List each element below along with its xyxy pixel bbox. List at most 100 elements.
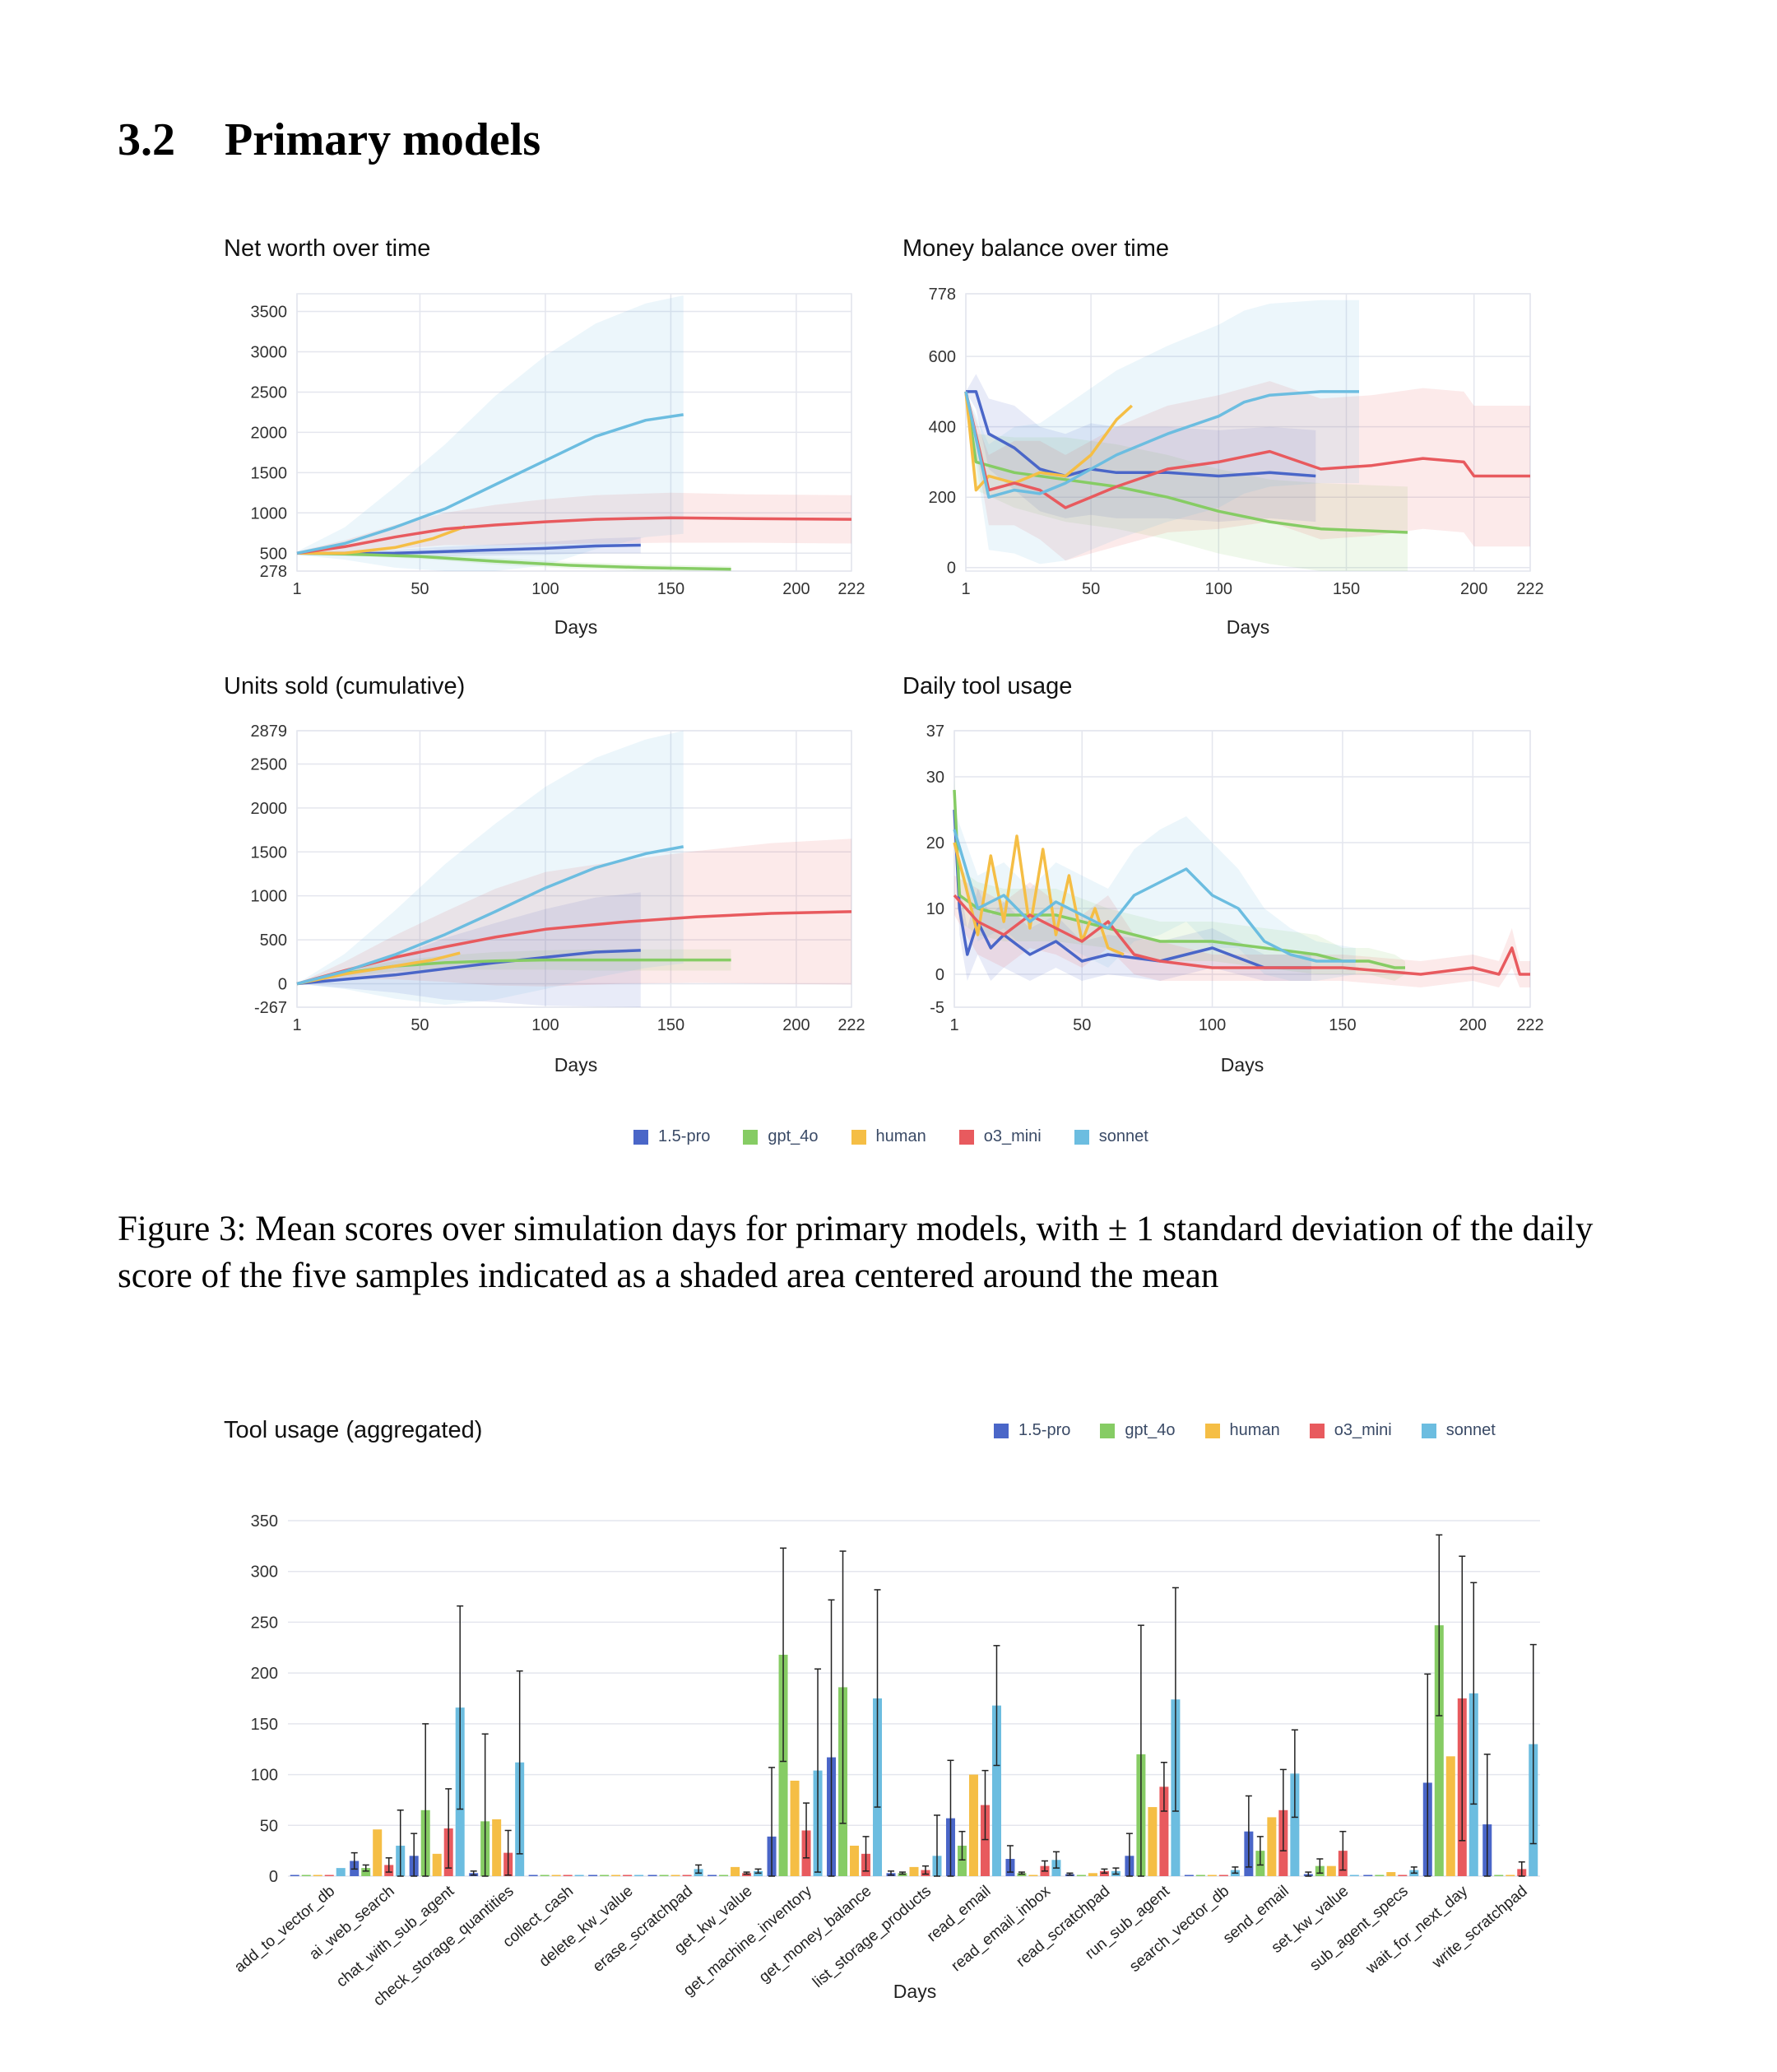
section-title: Primary models — [225, 114, 541, 165]
std-band-gpt_4o — [297, 949, 731, 984]
y-tick-label: 10 — [926, 900, 944, 918]
y-tick-label: 2500 — [251, 383, 288, 402]
bar-o3_mini — [980, 1805, 990, 1876]
category-label: get_money_balance — [756, 1883, 875, 1986]
bar-o3_mini — [563, 1875, 573, 1876]
category-label: sub_agent_specs — [1306, 1883, 1412, 1975]
bar-gpt_4o — [778, 1654, 788, 1876]
legend-swatch — [1421, 1423, 1436, 1438]
y-tick-label: 300 — [251, 1563, 278, 1582]
bar-1.5-pro — [528, 1875, 538, 1876]
x-tick-label: 150 — [657, 580, 684, 598]
std-band-1.5-pro — [297, 537, 641, 557]
bar-o3_mini — [623, 1875, 633, 1876]
legend-label: gpt_4o — [1125, 1421, 1176, 1439]
y-tick-label: 600 — [929, 348, 956, 366]
legend-swatch — [994, 1423, 1009, 1438]
y-tick-label: 0 — [269, 1868, 278, 1886]
bar-human — [551, 1875, 561, 1876]
legend-swatch — [958, 1129, 974, 1145]
bar-o3_mini — [1398, 1875, 1408, 1876]
y-tick-label: 778 — [929, 286, 956, 304]
legend-label: sonnet — [1445, 1421, 1496, 1439]
x-tick-label: 100 — [531, 1016, 559, 1034]
bar-1.5-pro — [290, 1875, 299, 1876]
y-tick-label: 3000 — [251, 343, 288, 361]
legend-label: human — [875, 1127, 926, 1145]
x-axis-label: Days — [554, 616, 597, 638]
series-line-human — [964, 391, 1133, 492]
y-tick-label: 2500 — [251, 755, 288, 774]
series-line-o3_mini — [296, 516, 852, 555]
bar-1.5-pro — [1184, 1875, 1194, 1876]
series-line-1.5-pro — [296, 949, 641, 986]
y-tick-label: 350 — [251, 1512, 278, 1531]
legend-item-o3-mini: o3_mini — [958, 1127, 1042, 1146]
x-tick-label: 1 — [961, 580, 970, 598]
chart-title-net-worth: Net worth over time — [224, 235, 431, 262]
y-tick-label: 100 — [251, 1767, 278, 1785]
y-tick-label: 20 — [926, 834, 944, 852]
bar-gpt_4o — [540, 1875, 550, 1876]
bar-sonnet — [634, 1875, 644, 1876]
bar-human — [373, 1829, 383, 1876]
bar-human — [1445, 1756, 1455, 1876]
bar-sonnet — [574, 1875, 584, 1876]
category-label: search_vector_db — [1126, 1883, 1232, 1976]
y-tick-label: 278 — [260, 563, 287, 581]
section-heading: 3.2 Primary models — [118, 114, 541, 166]
series-line-sonnet — [964, 390, 1359, 499]
bar-human — [968, 1774, 978, 1876]
legend-swatch — [1074, 1129, 1089, 1145]
bar-human — [1267, 1817, 1277, 1876]
legend-label: o3_mini — [983, 1127, 1042, 1145]
legend-swatch — [743, 1129, 759, 1145]
y-tick-label: 1000 — [251, 888, 288, 906]
series-line-gpt_4o — [964, 391, 1408, 534]
y-tick-label: 2000 — [251, 424, 288, 442]
y-tick-label: 500 — [260, 545, 287, 563]
category-label: read_email_inbox — [949, 1882, 1055, 1975]
y-tick-label: 37 — [926, 722, 944, 741]
x-axis-label: Days — [893, 1981, 936, 2002]
plot-frame — [296, 293, 852, 572]
legend-swatch — [1204, 1423, 1220, 1438]
series-line-human — [296, 951, 461, 986]
bar-gpt_4o — [1434, 1625, 1444, 1876]
legend-swatch — [851, 1129, 866, 1145]
legend-label: 1.5-pro — [1018, 1421, 1071, 1439]
y-tick-label: 400 — [929, 419, 956, 437]
series-line-sonnet — [953, 829, 1356, 963]
bar-human — [670, 1875, 680, 1876]
y-tick-label: 1500 — [251, 843, 288, 862]
bar-gpt_4o — [1195, 1875, 1205, 1876]
chart-title-daily-tool-usage: Daily tool usage — [902, 673, 1073, 699]
bar-gpt_4o — [1375, 1875, 1385, 1876]
bar-sonnet — [336, 1868, 346, 1876]
bar-human — [1207, 1875, 1217, 1876]
legend-item-gpt-4o: gpt_4o — [1100, 1421, 1176, 1440]
bar-human — [1028, 1875, 1038, 1876]
category-label: wait_for_next_day — [1362, 1882, 1472, 1977]
bar-o3_mini — [324, 1875, 334, 1876]
y-tick-label: 50 — [260, 1817, 278, 1835]
x-tick-label: 100 — [1199, 1016, 1226, 1034]
x-tick-label: 1 — [949, 1016, 958, 1034]
x-tick-label: 200 — [782, 580, 810, 598]
y-tick-label: 2000 — [251, 800, 288, 818]
figure-legend: 1.5-pro gpt_4o human o3_mini sonnet — [633, 1127, 1148, 1146]
bar-human — [1386, 1872, 1396, 1876]
legend-item-o3-mini: o3_mini — [1309, 1421, 1392, 1440]
x-tick-label: 222 — [1516, 1016, 1543, 1034]
chart-title-tool-usage-aggregated: Tool usage (aggregated) — [224, 1417, 483, 1443]
legend-swatch — [633, 1129, 648, 1145]
legend-label: human — [1229, 1421, 1280, 1439]
bar-gpt_4o — [600, 1875, 610, 1876]
y-tick-label: 1500 — [251, 464, 288, 482]
bar-o3_mini — [682, 1875, 692, 1876]
bar-o3_mini — [1159, 1786, 1169, 1876]
bar-1.5-pro — [647, 1875, 657, 1876]
bar-human — [1088, 1873, 1097, 1876]
bar-human — [850, 1845, 860, 1876]
